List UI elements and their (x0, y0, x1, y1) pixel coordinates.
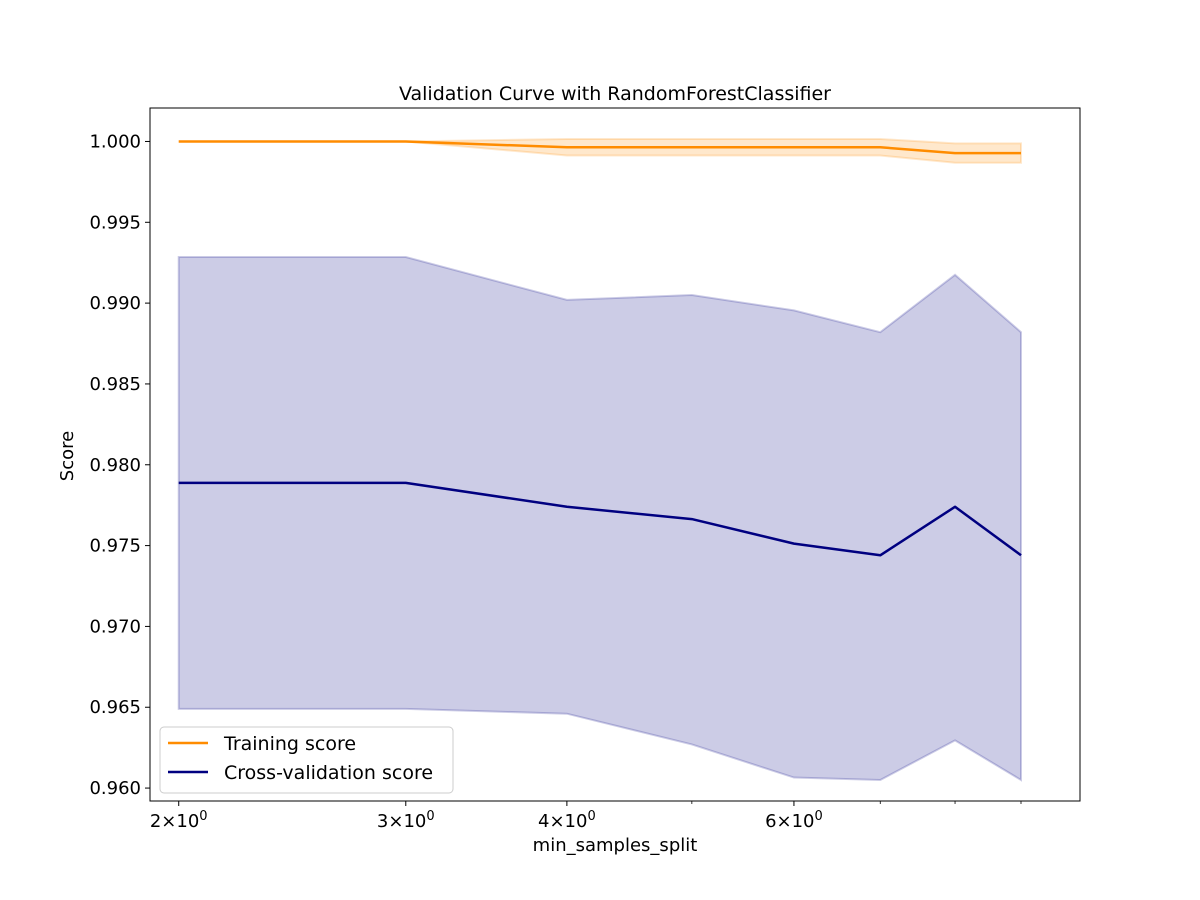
legend-box (159, 726, 454, 794)
cross-validation-score-line (178, 481, 1022, 557)
x-tick-label: 4×100 (538, 809, 596, 832)
chart-title: Validation Curve with RandomForestClassi… (399, 83, 831, 105)
y-tick-label: 1.000 (89, 131, 141, 152)
x-tick-label: 2×100 (150, 809, 208, 832)
x-tick-label: 6×100 (765, 809, 823, 832)
y-tick-label: 0.965 (89, 697, 141, 718)
score-lines (178, 140, 1022, 557)
x-axis-ticks: 2×100 3×100 4×100 6×100 (150, 801, 1022, 832)
legend: Training score Cross-validation score (159, 726, 454, 794)
y-axis-ticks: 0.960 0.965 0.970 0.975 0.980 0.985 0.990 0.995… (89, 131, 150, 799)
y-tick-label: 0.985 (89, 374, 141, 395)
y-tick-label: 0.995 (89, 212, 141, 233)
training-score-line (178, 140, 1021, 155)
y-axis-label: Score (57, 431, 78, 481)
y-tick-label: 0.990 (89, 293, 141, 314)
confidence-bands (177, 138, 1022, 782)
y-tick-label: 0.980 (89, 455, 141, 476)
x-axis-label: min_samples_split (533, 835, 698, 856)
legend-label-cross-validation: Cross-validation score (224, 762, 433, 784)
plot-frame (149, 107, 1081, 802)
x-tick-label: 3×100 (377, 809, 435, 832)
y-tick-label: 0.960 (89, 778, 141, 799)
legend-label-training: Training score (223, 733, 356, 755)
cross-validation-score-band (177, 256, 1022, 782)
y-tick-label: 0.975 (89, 536, 141, 557)
y-tick-label: 0.970 (89, 616, 141, 637)
